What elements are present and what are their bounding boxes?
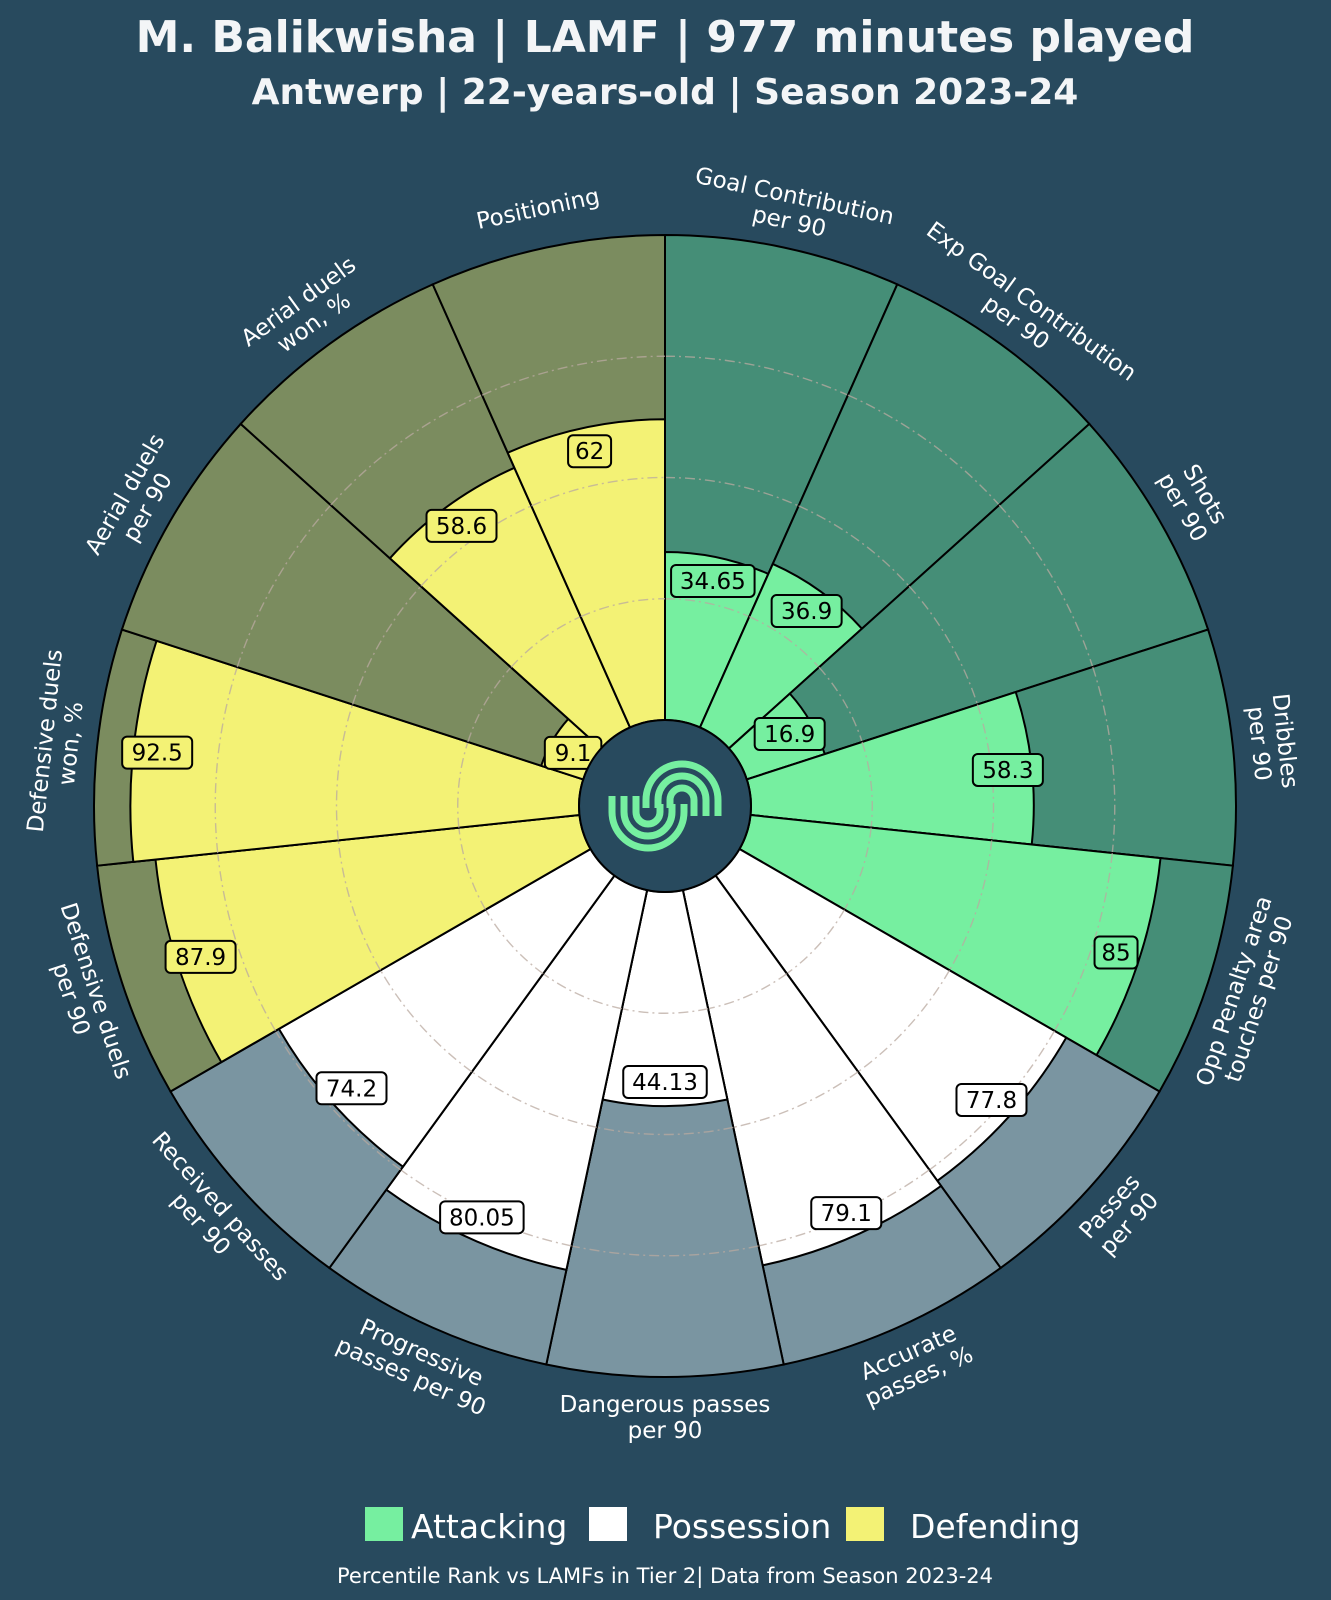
gridline <box>457 741 469 828</box>
center-logo <box>578 719 752 893</box>
gridline <box>531 476 666 507</box>
value-label-dribbles-per-90: 58.3 <box>982 758 1033 784</box>
gridline <box>621 1008 709 1014</box>
gridline <box>580 598 666 618</box>
value-label-progressive-passes-per-90: 80.05 <box>449 1205 515 1231</box>
gridline <box>707 973 788 1010</box>
swirl-logo-icon <box>608 760 722 852</box>
gridline <box>214 666 238 854</box>
value-box-goal-contribution-per-90 <box>670 563 756 598</box>
gridline <box>330 394 483 506</box>
gridline <box>510 616 581 668</box>
value-label-exp-goal-contribution-per-90: 36.9 <box>781 599 832 625</box>
value-label-accurate-passes: 79.1 <box>821 1201 872 1227</box>
gridline <box>379 969 473 1073</box>
param-label-line: per 90 <box>628 1418 703 1444</box>
gridline <box>664 476 799 507</box>
param-label-line: Dangerous passes <box>560 1392 771 1418</box>
footer-note: Percentile Rank vs LAMFs in Tier 2| Data… <box>337 1564 993 1589</box>
value-label-defensive-duels-won: 92.5 <box>132 741 183 767</box>
gridline <box>337 840 382 971</box>
value-label-aerial-duels-per-90: 9.1 <box>555 741 592 767</box>
gridline <box>818 666 863 743</box>
gridline <box>843 827 872 910</box>
value-label-aerial-duels-won: 58.6 <box>436 514 487 540</box>
value-box-accurate-passes <box>810 1196 883 1231</box>
gridline <box>664 598 750 618</box>
gridline <box>908 585 979 705</box>
value-box-passes-per-90 <box>955 1082 1028 1117</box>
param-label-line: Positioning <box>474 184 602 235</box>
legend: Attacking Possession Defending <box>365 1507 1081 1546</box>
gridline <box>467 666 512 743</box>
gridline <box>749 616 820 668</box>
gridline <box>335 704 354 841</box>
gridline <box>847 394 1000 506</box>
legend-swatch-possession <box>589 1507 627 1541</box>
legend-swatch-defending <box>846 1507 884 1541</box>
chart-title: M. Balikwisha | LAMF | 977 minutes playe… <box>136 12 1195 63</box>
gridline <box>274 1030 402 1171</box>
gridline <box>471 1071 597 1129</box>
value-box-progressive-passes-per-90 <box>439 1200 525 1235</box>
gridline <box>351 585 422 705</box>
gridline <box>596 1126 734 1136</box>
gridline <box>664 355 849 396</box>
value-label-dangerous-passes-per-90: 44.13 <box>632 1070 698 1096</box>
gridline <box>217 852 277 1032</box>
value-box-shots-per-90 <box>753 717 826 752</box>
gridline <box>857 969 951 1073</box>
gridline <box>236 504 332 668</box>
gridline <box>484 909 544 975</box>
value-box-aerial-duels-won <box>425 508 498 543</box>
value-label-passes-per-90: 77.8 <box>966 1088 1017 1114</box>
param-label-dribbles-per-90: Dribblesper 90 <box>1241 692 1303 792</box>
slice-layer <box>93 233 1237 1378</box>
chart-subtitle: Antwerp | 22-years-old | Season 2023-24 <box>252 72 1079 113</box>
value-label-goal-contribution-per-90: 34.65 <box>680 569 746 595</box>
value-label-received-passes-per-90: 74.2 <box>326 1076 377 1102</box>
gridline <box>733 1071 859 1129</box>
gridline <box>542 973 623 1010</box>
gridline <box>786 909 846 975</box>
value-label-shots-per-90: 16.9 <box>764 722 815 748</box>
gridline <box>998 504 1094 668</box>
param-label-positioning: Positioning <box>474 184 602 235</box>
value-box-exp-goal-contribution-per-90 <box>770 594 843 629</box>
gridline <box>571 1245 759 1257</box>
legend-label-attacking: Attacking <box>411 1507 567 1546</box>
legend-swatch-attacking <box>365 1507 403 1541</box>
value-box-dribbles-per-90 <box>971 752 1044 787</box>
gridline <box>1053 852 1113 1032</box>
value-box-received-passes-per-90 <box>315 1071 388 1106</box>
param-label-dangerous-passes-per-90: Dangerous passes per 90 <box>560 1392 771 1444</box>
gridline <box>481 355 666 396</box>
value-box-opp-penalty-area-touches-per-90 <box>1093 935 1139 970</box>
value-label-defensive-duels-per-90: 87.9 <box>175 945 226 971</box>
value-label-layer: 34.65 36.9 16.9 58.3 85 77.8 79.1 44.13 80.05 74.… <box>121 434 1139 1235</box>
center-circle <box>578 719 752 893</box>
value-box-defensive-duels-won <box>121 735 194 770</box>
legend-label-defending: Defending <box>910 1507 1081 1546</box>
value-label-opp-penalty-area-touches-per-90: 85 <box>1101 941 1130 967</box>
gridline <box>948 840 993 971</box>
gridline <box>798 505 910 587</box>
gridline <box>1092 666 1116 854</box>
gridline <box>861 741 873 828</box>
value-label-positioning: 62 <box>575 439 604 465</box>
value-box-dangerous-passes-per-90 <box>622 1065 708 1100</box>
param-label-defensive-duels-won: Defensive duelswon, % <box>23 648 94 836</box>
value-box-defensive-duels-per-90 <box>164 939 237 974</box>
gridline <box>458 827 487 910</box>
legend-label-possession: Possession <box>653 1507 831 1546</box>
value-box-positioning <box>567 434 613 469</box>
